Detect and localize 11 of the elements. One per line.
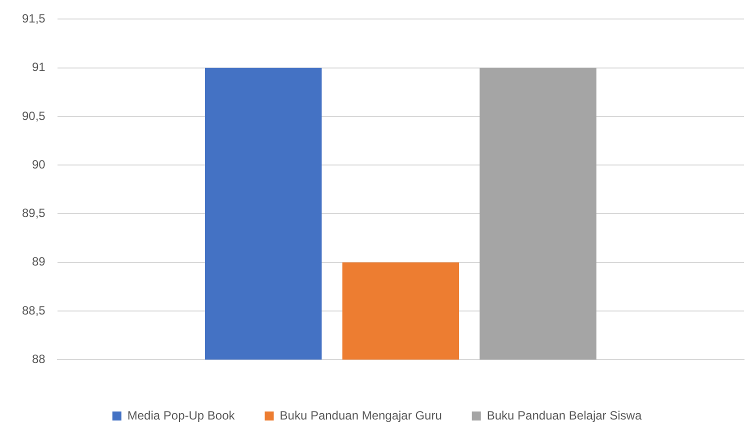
- y-tick-label: 88,5: [22, 303, 46, 318]
- legend-label: Media Pop-Up Book: [127, 408, 236, 422]
- legend-label: Buku Panduan Mengajar Guru: [280, 408, 442, 422]
- legend-label: Buku Panduan Belajar Siswa: [486, 408, 642, 422]
- y-tick-label: 88: [32, 352, 46, 366]
- y-tick-label: 89,5: [22, 206, 46, 220]
- y-tick-label: 89: [32, 254, 46, 269]
- y-tick-label: 90: [32, 157, 46, 172]
- y-tick-label: 91: [32, 60, 46, 74]
- y-tick-label: 91,5: [22, 12, 46, 26]
- y-tick-label: 90,5: [22, 108, 46, 123]
